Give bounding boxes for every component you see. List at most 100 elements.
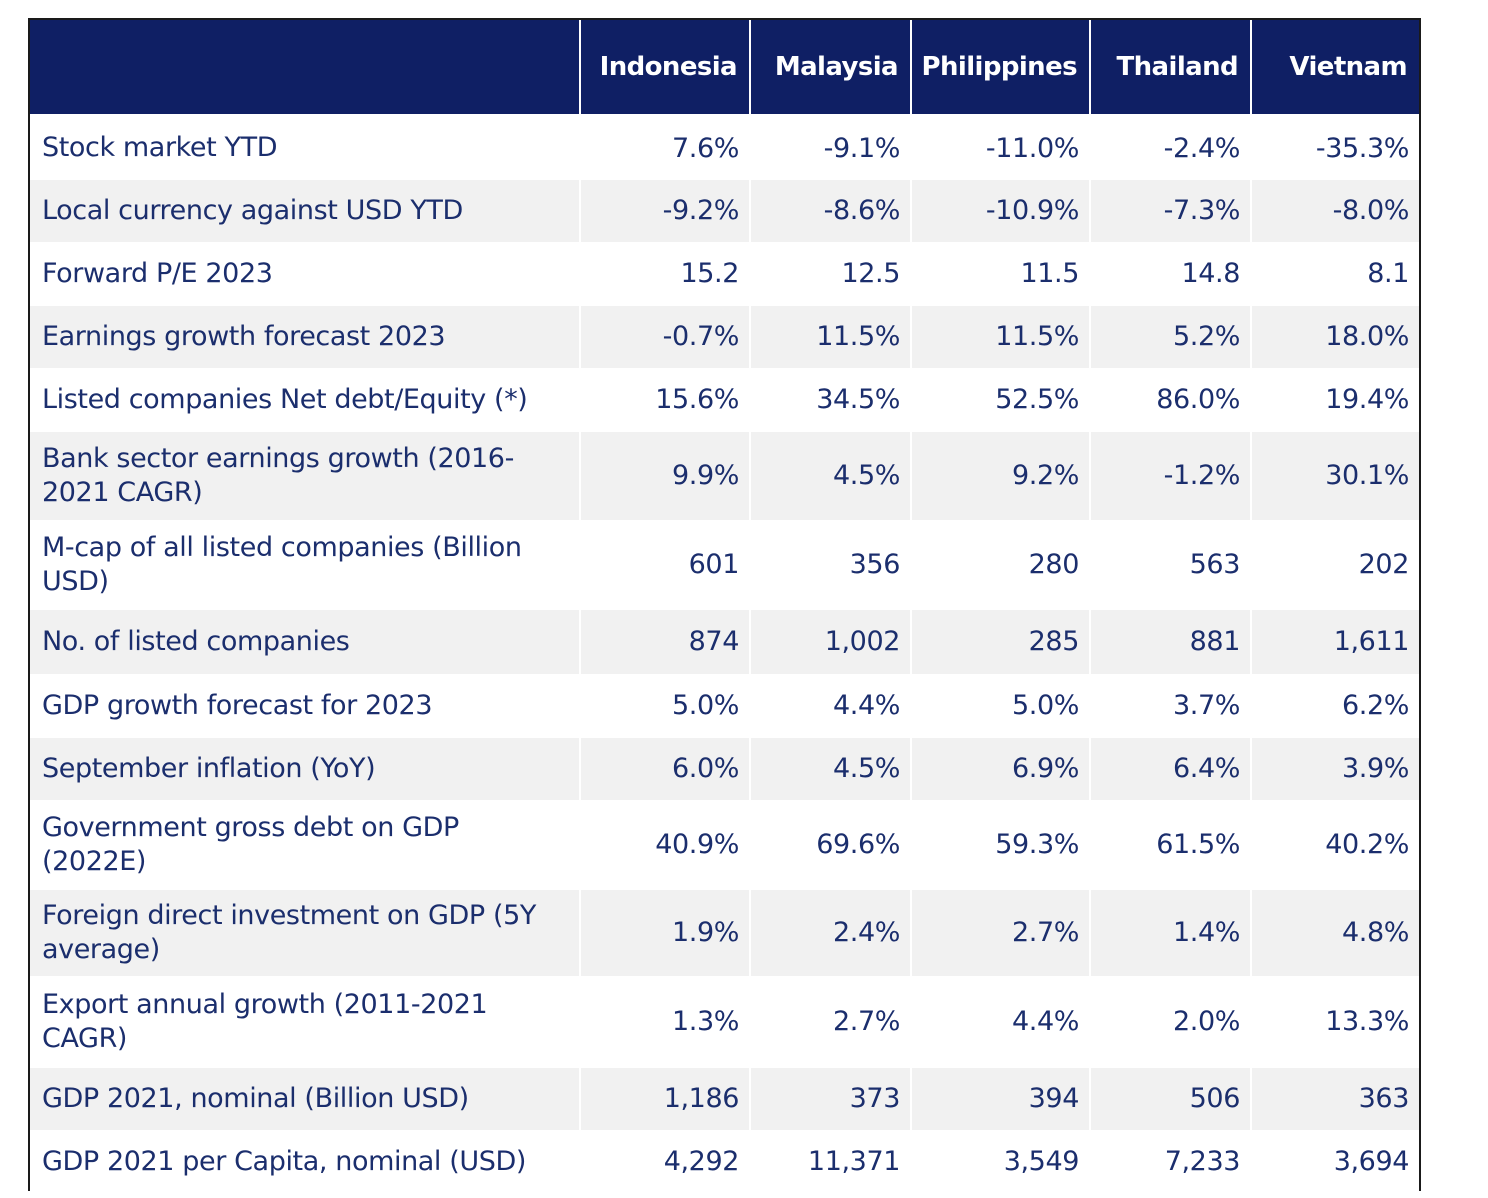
table-row: M-cap of all listed companies (Billion U…: [30, 519, 1419, 610]
cell-malaysia: -8.6%: [749, 179, 911, 242]
row-label: September inflation (YoY): [30, 737, 580, 800]
header-philippines: Philippines: [910, 20, 1090, 117]
cell-malaysia: 69.6%: [749, 799, 911, 890]
cell-thailand: 2.0%: [1089, 975, 1251, 1068]
row-label: Local currency against USD YTD: [30, 179, 580, 242]
row-label: Foreign direct investment on GDP (5Y ave…: [30, 889, 580, 976]
cell-philippines: 2.7%: [910, 889, 1090, 976]
header-indonesia: Indonesia: [579, 20, 750, 117]
cell-malaysia: 4.5%: [749, 431, 911, 520]
cell-philippines: 4.4%: [910, 975, 1090, 1068]
cell-malaysia: 12.5: [749, 241, 911, 306]
comparison-table: Indonesia Malaysia Philippines Thailand …: [30, 20, 1419, 1194]
cell-vietnam: -35.3%: [1250, 115, 1419, 180]
cell-malaysia: -9.1%: [749, 115, 911, 180]
cell-thailand: -2.4%: [1089, 115, 1251, 180]
cell-malaysia: 11.5%: [749, 305, 911, 368]
row-label: GDP growth forecast for 2023: [30, 673, 580, 738]
cell-indonesia: 874: [579, 609, 750, 674]
cell-thailand: 1.4%: [1089, 889, 1251, 976]
row-label: GDP 2021, nominal (Billion USD): [30, 1067, 580, 1130]
cell-thailand: 14.8: [1089, 241, 1251, 306]
table-row: GDP growth forecast for 2023 5.0% 4.4% 5.0%…: [30, 673, 1419, 738]
cell-indonesia: 7.6%: [579, 115, 750, 180]
cell-vietnam: -8.0%: [1250, 179, 1419, 242]
cell-vietnam: 18.0%: [1250, 305, 1419, 368]
cell-vietnam: 363: [1250, 1067, 1419, 1130]
header-row: Indonesia Malaysia Philippines Thailand …: [30, 20, 1419, 117]
cell-thailand: 7,233: [1089, 1129, 1251, 1194]
cell-malaysia: 4.4%: [749, 673, 911, 738]
table-row: Earnings growth forecast 2023 -0.7% 11.5% 1…: [30, 305, 1419, 368]
cell-vietnam: 30.1%: [1250, 431, 1419, 520]
table-row: GDP 2021 per Capita, nominal (USD) 4,292 1…: [30, 1129, 1419, 1194]
header-vietnam: Vietnam: [1250, 20, 1419, 117]
row-label: Earnings growth forecast 2023: [30, 305, 580, 368]
cell-indonesia: 601: [579, 519, 750, 610]
table-row: Export annual growth (2011-2021 CAGR) 1.3…: [30, 975, 1419, 1068]
row-label: Listed companies Net debt/Equity (*): [30, 367, 580, 432]
cell-indonesia: 5.0%: [579, 673, 750, 738]
cell-indonesia: 1,186: [579, 1067, 750, 1130]
cell-vietnam: 19.4%: [1250, 367, 1419, 432]
cell-philippines: 52.5%: [910, 367, 1090, 432]
table-row: Forward P/E 2023 15.2 12.5 11.5 14.8 8.1: [30, 241, 1419, 306]
cell-indonesia: 9.9%: [579, 431, 750, 520]
cell-philippines: 6.9%: [910, 737, 1090, 800]
cell-malaysia: 11,371: [749, 1129, 911, 1194]
table-row: GDP 2021, nominal (Billion USD) 1,186 373 3…: [30, 1067, 1419, 1130]
cell-vietnam: 40.2%: [1250, 799, 1419, 890]
row-label: Bank sector earnings growth (2016-2021 C…: [30, 431, 580, 520]
cell-malaysia: 2.7%: [749, 975, 911, 1068]
cell-indonesia: 1.3%: [579, 975, 750, 1068]
cell-thailand: 86.0%: [1089, 367, 1251, 432]
cell-malaysia: 4.5%: [749, 737, 911, 800]
cell-indonesia: 1.9%: [579, 889, 750, 976]
cell-vietnam: 3,694: [1250, 1129, 1419, 1194]
cell-indonesia: -0.7%: [579, 305, 750, 368]
header-thailand: Thailand: [1089, 20, 1251, 117]
cell-thailand: 881: [1089, 609, 1251, 674]
cell-thailand: 5.2%: [1089, 305, 1251, 368]
cell-philippines: 285: [910, 609, 1090, 674]
cell-indonesia: 4,292: [579, 1129, 750, 1194]
table-row: Stock market YTD 7.6% -9.1% -11.0% -2.4% -35.…: [30, 115, 1419, 180]
cell-indonesia: -9.2%: [579, 179, 750, 242]
cell-thailand: 61.5%: [1089, 799, 1251, 890]
cell-indonesia: 6.0%: [579, 737, 750, 800]
cell-thailand: -7.3%: [1089, 179, 1251, 242]
table-row: September inflation (YoY) 6.0% 4.5% 6.9% 6.4…: [30, 737, 1419, 800]
cell-indonesia: 15.2: [579, 241, 750, 306]
header-malaysia: Malaysia: [749, 20, 911, 117]
cell-philippines: 3,549: [910, 1129, 1090, 1194]
cell-vietnam: 1,611: [1250, 609, 1419, 674]
cell-vietnam: 202: [1250, 519, 1419, 610]
row-label: Export annual growth (2011-2021 CAGR): [30, 975, 580, 1068]
cell-philippines: 5.0%: [910, 673, 1090, 738]
cell-philippines: -11.0%: [910, 115, 1090, 180]
row-label: Forward P/E 2023: [30, 241, 580, 306]
cell-philippines: 394: [910, 1067, 1090, 1130]
cell-thailand: 3.7%: [1089, 673, 1251, 738]
cell-philippines: 59.3%: [910, 799, 1090, 890]
cell-vietnam: 3.9%: [1250, 737, 1419, 800]
row-label: No. of listed companies: [30, 609, 580, 674]
cell-malaysia: 1,002: [749, 609, 911, 674]
cell-malaysia: 34.5%: [749, 367, 911, 432]
table-row: Bank sector earnings growth (2016-2021 C…: [30, 431, 1419, 520]
cell-indonesia: 15.6%: [579, 367, 750, 432]
row-label: GDP 2021 per Capita, nominal (USD): [30, 1129, 580, 1194]
cell-malaysia: 356: [749, 519, 911, 610]
row-label: Stock market YTD: [30, 115, 580, 180]
table-frame: Indonesia Malaysia Philippines Thailand …: [28, 18, 1421, 1194]
cell-malaysia: 2.4%: [749, 889, 911, 976]
table-row: No. of listed companies 874 1,002 285 881 1,6…: [30, 609, 1419, 674]
cell-philippines: 11.5%: [910, 305, 1090, 368]
cell-thailand: 6.4%: [1089, 737, 1251, 800]
cell-philippines: -10.9%: [910, 179, 1090, 242]
cell-vietnam: 8.1: [1250, 241, 1419, 306]
cell-vietnam: 6.2%: [1250, 673, 1419, 738]
cell-vietnam: 13.3%: [1250, 975, 1419, 1068]
table-body: Stock market YTD 7.6% -9.1% -11.0% -2.4% -35.…: [30, 115, 1419, 1194]
cell-indonesia: 40.9%: [579, 799, 750, 890]
